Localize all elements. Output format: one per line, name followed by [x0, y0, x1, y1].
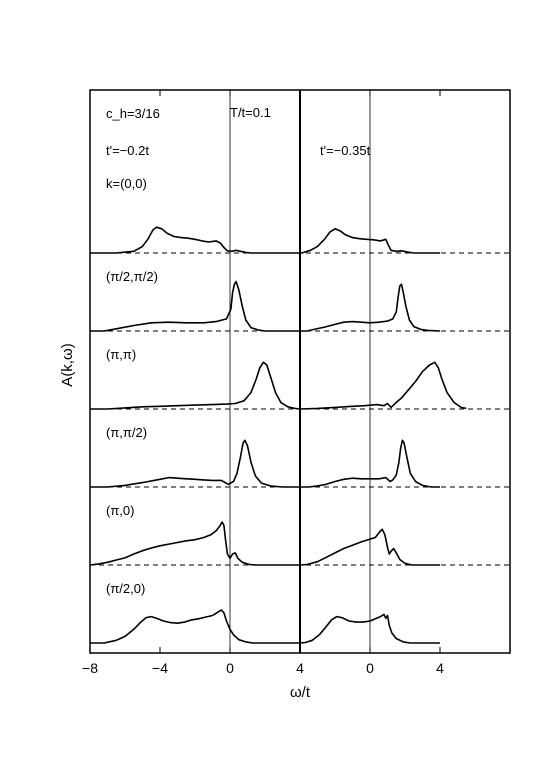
y-axis-label: A(k,ω): [59, 343, 76, 386]
k-point-label-2: (π,π): [106, 347, 136, 362]
spectrum-right-1: [300, 283, 441, 332]
spectrum-right-0: [300, 228, 440, 254]
spectrum-right-5: [299, 613, 440, 644]
spectrum-left-3: [90, 439, 300, 488]
k-point-label-5: (π/2,0): [106, 581, 145, 596]
spectrum-left-1: [90, 280, 300, 332]
tick-group: −8 −4 0 4 0 4: [82, 90, 444, 676]
spectrum-right-2: [299, 361, 467, 410]
spectrum-right-3: [300, 439, 440, 488]
left-tprime-annotation: t'=−0.2t: [106, 143, 149, 158]
k-point-label-1: (π/2,π/2): [106, 269, 158, 284]
k-point-label-4: (π,0): [106, 503, 134, 518]
spectrum-left-4: [89, 521, 300, 566]
x-tick-label-left-2: 0: [226, 660, 234, 676]
x-axis-label: ω/t: [290, 684, 311, 701]
x-tick-label-left-0: −8: [82, 660, 98, 676]
spectra-group: [89, 226, 467, 644]
k-point-label-group: k=(0,0) (π/2,π/2) (π,π) (π,π/2) (π,0) (π/2,0): [106, 176, 158, 596]
spectrum-right-4: [299, 528, 440, 566]
k-point-label-0: k=(0,0): [106, 176, 147, 191]
spectrum-left-0: [90, 226, 300, 254]
x-tick-label-left-1: −4: [152, 660, 168, 676]
spectrum-left-2: [90, 361, 301, 410]
x-tick-label-right-1: 0: [366, 660, 374, 676]
k-point-label-3: (π,π/2): [106, 425, 147, 440]
x-tick-label-right-2: 4: [436, 660, 444, 676]
density-annotation: c_h=3/16: [106, 106, 160, 121]
spectrum-left-5: [90, 609, 300, 644]
right-tprime-annotation: t'=−0.35t: [320, 143, 371, 158]
x-tick-label-left-3: 4: [296, 660, 304, 676]
temperature-annotation: T/t=0.1: [230, 105, 271, 120]
